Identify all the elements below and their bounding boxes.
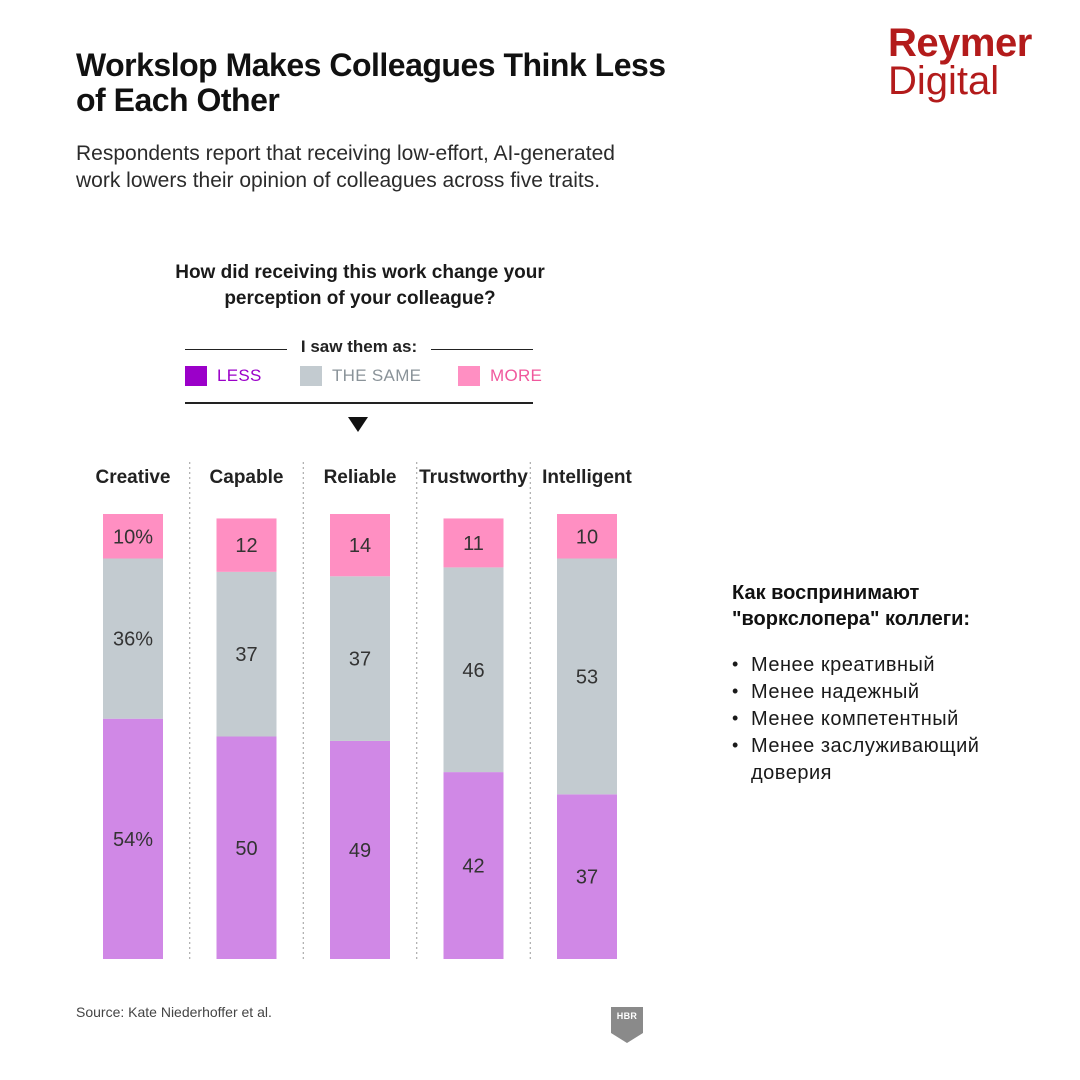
data-label: 11 xyxy=(463,533,484,555)
hbr-badge-text: HBR xyxy=(616,1011,638,1021)
legend-rule-left xyxy=(185,349,287,350)
survey-question: How did receiving this work change your … xyxy=(175,262,545,309)
hbr-badge: HBR xyxy=(611,1007,643,1043)
bar-segment xyxy=(216,518,277,572)
brand-name-line2: Digital xyxy=(888,59,1000,103)
legend-label-less: LESS xyxy=(217,366,262,385)
notes-list: Менее креативный Менее надежный Менее ко… xyxy=(732,652,1032,787)
notes-heading: Как воспринимают "воркслопера" коллеги: xyxy=(732,582,971,630)
bar-segment xyxy=(216,736,277,959)
bar-segment xyxy=(330,740,390,959)
category-label: Reliable xyxy=(324,467,397,488)
bar-segment xyxy=(103,718,163,959)
data-label: 37 xyxy=(576,867,598,889)
down-arrow-icon xyxy=(348,417,368,432)
legend-swatch-more xyxy=(458,366,480,386)
category-label: Trustworthy xyxy=(419,467,528,488)
legend: I saw them as: LESS THE SAME MORE xyxy=(185,335,542,405)
chart-title: Workslop Makes Colleagues Think Less of … xyxy=(76,47,666,119)
bar-segment xyxy=(557,514,617,559)
shield-icon xyxy=(611,1007,643,1043)
bar-segment xyxy=(557,558,617,795)
legend-label-more: MORE xyxy=(490,366,543,385)
legend-item-more: MORE xyxy=(458,366,542,386)
legend-heading: I saw them as: xyxy=(300,337,418,356)
chart-subtitle: Respondents report that receiving low-ef… xyxy=(76,142,615,193)
data-label: 37 xyxy=(349,649,371,671)
data-label: 37 xyxy=(235,644,257,666)
bar-segment xyxy=(443,567,504,773)
legend-item-same: THE SAME xyxy=(300,366,421,386)
legend-item-less: LESS xyxy=(185,366,262,386)
category-label: Creative xyxy=(96,467,171,488)
bar-segment xyxy=(443,518,504,568)
notes-item: Менее креативный xyxy=(732,652,1032,679)
bar-segment xyxy=(330,576,390,741)
data-label: 54% xyxy=(113,829,153,851)
bar-segment xyxy=(557,794,617,959)
bar-segment xyxy=(103,514,163,559)
data-label: 14 xyxy=(349,535,371,557)
category-label: Capable xyxy=(210,467,284,488)
legend-swatch-same xyxy=(300,366,322,386)
bar-segment xyxy=(103,558,163,719)
notes-item: Менее заслуживающий доверия xyxy=(732,733,1032,787)
category-label: Intelligent xyxy=(542,467,632,488)
legend-rule-bottom xyxy=(185,402,533,404)
bar-segment xyxy=(443,772,504,959)
bar-segment xyxy=(330,514,390,577)
notes-item: Менее надежный xyxy=(732,679,1032,706)
brand-logo: Reymer Digital xyxy=(888,21,1032,103)
data-label: 53 xyxy=(576,666,598,688)
source-note: Source: Kate Niederhoffer et al. xyxy=(76,1004,272,1020)
data-label: 46 xyxy=(462,660,484,682)
notes-panel: Как воспринимают "воркслопера" коллеги: … xyxy=(732,580,1032,787)
data-label: 49 xyxy=(349,840,371,862)
data-label: 12 xyxy=(235,535,257,557)
data-label: 50 xyxy=(235,838,257,860)
legend-rule-right xyxy=(431,349,533,350)
notes-item: Менее компетентный xyxy=(732,706,1032,733)
legend-swatch-less xyxy=(185,366,207,386)
data-label: 10 xyxy=(576,526,598,548)
brand-name-line1: Reymer xyxy=(888,21,1032,65)
legend-label-same: THE SAME xyxy=(332,366,422,385)
data-label: 10% xyxy=(113,526,153,548)
data-label: 36% xyxy=(113,629,153,651)
data-label: 42 xyxy=(462,856,484,878)
bar-segment xyxy=(216,571,277,737)
